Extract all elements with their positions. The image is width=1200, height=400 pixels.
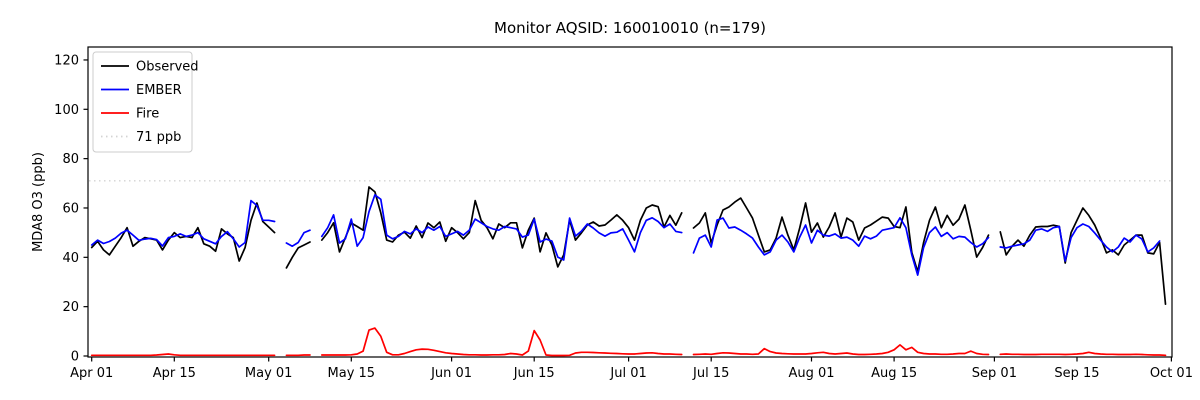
- series-line-ember: [90, 194, 1161, 276]
- x-tick-label: Apr 15: [153, 366, 196, 381]
- x-tick-label: Jul 01: [609, 366, 646, 381]
- x-tick-label: Sep 15: [1054, 366, 1099, 381]
- y-tick-label: 0: [71, 350, 79, 365]
- ticks-layer: Apr 01 Apr 15 May 01 May 15 Jun 01 Jun 15 Jul …: [54, 53, 1193, 381]
- y-tick-label: 100: [54, 103, 79, 118]
- x-tick-label: Aug 15: [871, 366, 917, 381]
- legend-box: [92, 51, 193, 153]
- plot-area-border: [87, 46, 1173, 358]
- x-tick-label: May 15: [328, 366, 376, 381]
- legend-layer: Observed EMBER Fire 71 ppb: [92, 51, 199, 153]
- legend-label-71-ppb: 71 ppb: [136, 130, 181, 145]
- y-tick-label: 120: [54, 53, 79, 68]
- legend-label-ember: EMBER: [136, 83, 182, 98]
- y-tick-label: 80: [62, 152, 79, 167]
- y-tick-label: 60: [62, 201, 79, 216]
- series-line-fire: [90, 327, 1167, 357]
- x-tick-label: Aug 01: [788, 366, 834, 381]
- chart-title: Monitor AQSID: 160010010 (n=179): [494, 19, 766, 37]
- legend-label-fire: Fire: [136, 107, 159, 122]
- series-line-observed: [90, 186, 1167, 306]
- legend-label-observed: Observed: [136, 60, 199, 75]
- x-tick-label: Oct 01: [1150, 366, 1193, 381]
- x-tick-label: Jun 01: [430, 366, 472, 381]
- x-tick-label: Jun 15: [513, 366, 555, 381]
- x-tick-label: Sep 01: [972, 366, 1017, 381]
- y-tick-label: 20: [62, 300, 79, 315]
- series-layer: [90, 186, 1167, 357]
- y-axis-label: MDA8 O3 (ppb): [31, 152, 46, 252]
- x-tick-label: May 01: [245, 366, 293, 381]
- x-tick-label: Jul 15: [692, 366, 729, 381]
- x-tick-label: Apr 01: [70, 366, 113, 381]
- y-tick-label: 40: [62, 251, 79, 266]
